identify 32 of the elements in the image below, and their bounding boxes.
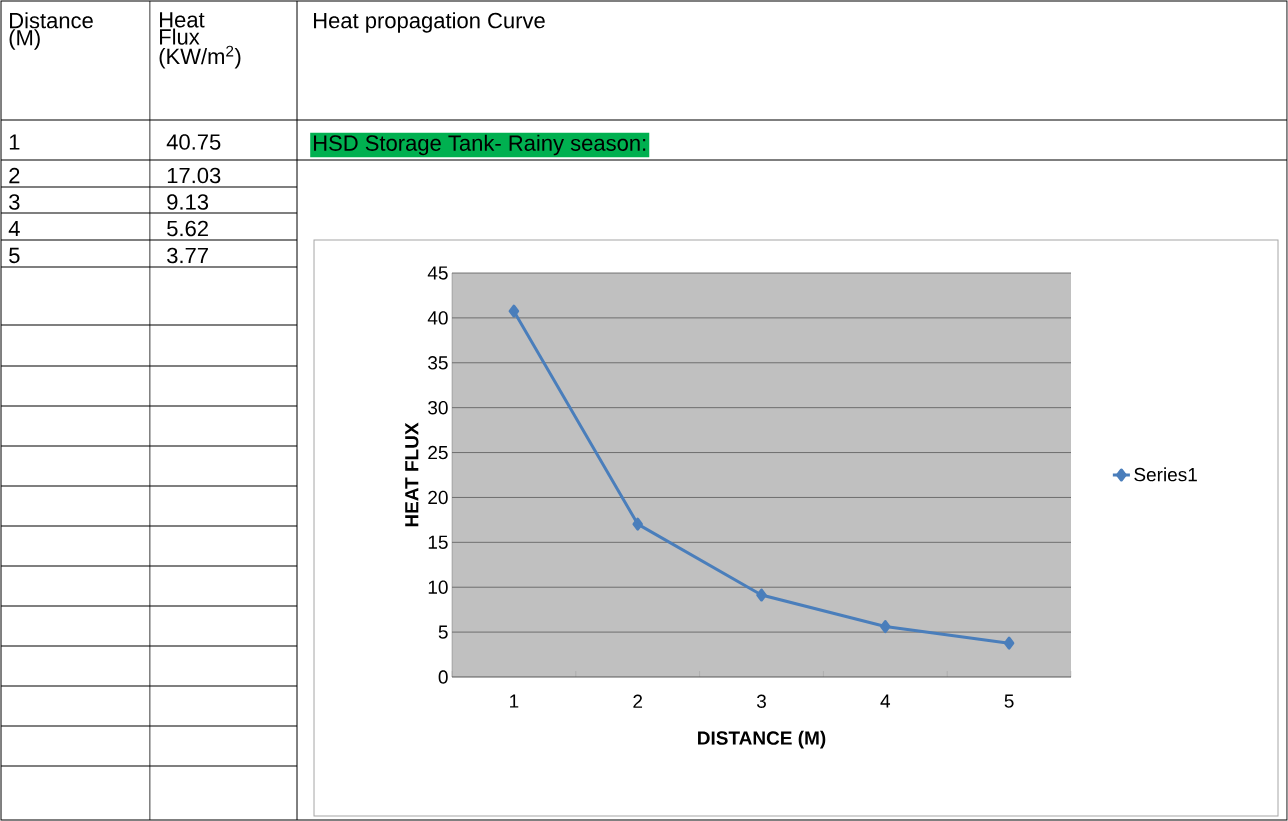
text: 9.13: [167, 194, 209, 210]
category-label: 3: [9, 194, 20, 210]
text: 17.03: [167, 167, 221, 184]
x-tick-label: 5: [1004, 694, 1014, 708]
chart-subtitle: HSD Storage Tank- Rainy season:: [314, 134, 646, 156]
x-tick-label: 2: [633, 694, 643, 708]
y-tick-label: 45: [427, 266, 448, 280]
y-axis-title: HEAT FLUX: [405, 422, 419, 527]
y-tick-label: 35: [428, 356, 448, 370]
y-tick-label: 0: [438, 670, 448, 684]
y-tick-label: 25: [428, 445, 448, 460]
x-axis-title: DISTANCE (M): [698, 730, 826, 749]
legend-label: Series1: [1134, 467, 1197, 482]
chart-title: Heat propagation Curve: [314, 12, 545, 33]
x-tick-label: 1: [510, 694, 519, 708]
y-tick-label: 40: [427, 311, 448, 325]
y-tick-label: 30: [428, 400, 448, 415]
category-label: 5: [9, 247, 20, 264]
x-tick-label: 4: [880, 694, 891, 708]
text: Distance (M): [9, 12, 93, 50]
category-label: 4: [8, 220, 20, 237]
y-tick-label: 20: [428, 490, 448, 505]
y-tick-label: 10: [428, 580, 448, 594]
y-tick-label: 5: [438, 625, 448, 639]
text: 40.75: [166, 134, 221, 150]
category-label: 2: [9, 167, 20, 184]
text: 3.77: [167, 247, 208, 264]
text: Heat Flux (KW/m$^{2}$): [159, 12, 241, 69]
category-label: 1: [9, 134, 20, 150]
x-tick-label: 3: [756, 694, 766, 708]
text: 5.62: [167, 220, 208, 237]
y-tick-label: 15: [428, 535, 448, 549]
